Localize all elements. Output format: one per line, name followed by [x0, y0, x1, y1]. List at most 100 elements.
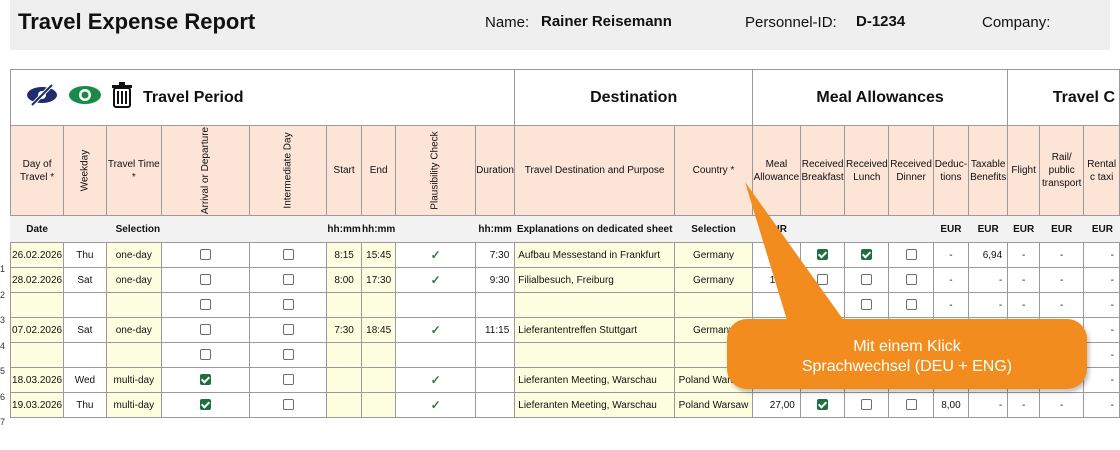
rail-cell: -	[1039, 242, 1085, 268]
day-of-travel-cell[interactable]: 26.02.2026	[10, 242, 65, 268]
travel-time-cell[interactable]	[105, 342, 162, 368]
intermediate-day-checkbox[interactable]	[282, 249, 294, 261]
col-end: End	[360, 125, 397, 216]
intermediate-day-checkbox[interactable]	[282, 299, 294, 311]
arrival-departure-checkbox[interactable]	[200, 349, 212, 361]
travel-time-cell[interactable]: one-day	[105, 242, 162, 268]
received-dinner-checkbox[interactable]	[905, 274, 917, 286]
received-lunch-checkbox[interactable]	[861, 299, 873, 311]
table-row: 28.02.2026 Sat one-day 8:00 17:30 ✓ 9:30 Filial…	[10, 267, 1120, 293]
unit-date: Date	[10, 215, 65, 243]
received-dinner-checkbox[interactable]	[905, 249, 917, 261]
col-weekday: Weekday	[63, 125, 107, 216]
intermediate-day-cell	[249, 292, 328, 318]
day-of-travel-cell[interactable]: 07.02.2026	[10, 317, 65, 343]
destination-purpose-cell[interactable]: Aufbau Messestand in Frankfurt	[514, 242, 675, 268]
start-time-cell[interactable]	[326, 392, 362, 418]
taxable-benefits-cell: 6,94	[968, 242, 1009, 268]
start-time-cell[interactable]: 8:00	[326, 267, 362, 293]
rail-cell: -	[1039, 392, 1085, 418]
day-of-travel-cell[interactable]	[10, 342, 65, 368]
col-taxable-benefits: Taxable Benefits	[968, 125, 1009, 216]
destination-purpose-cell[interactable]	[514, 342, 675, 368]
expense-sheet: Travel Period Destination Meal Allowance…	[10, 69, 1120, 450]
col-rental: Rental c taxi	[1083, 125, 1120, 216]
received-dinner-checkbox[interactable]	[905, 399, 917, 411]
end-time-cell[interactable]: 18:45	[360, 317, 397, 343]
received-dinner-checkbox[interactable]	[905, 299, 917, 311]
arrival-departure-checkbox[interactable]	[200, 324, 212, 336]
rental-cell: -	[1083, 342, 1120, 368]
end-time-cell[interactable]: 15:45	[360, 242, 397, 268]
rail-cell: -	[1039, 267, 1085, 293]
row-number: 6	[0, 391, 6, 402]
eye-hidden-icon[interactable]	[25, 83, 59, 112]
end-time-cell[interactable]	[360, 392, 397, 418]
end-time-cell[interactable]	[360, 367, 397, 393]
intermediate-day-checkbox[interactable]	[282, 399, 294, 411]
plausibility-check-cell: ✓	[395, 242, 476, 268]
start-time-cell[interactable]: 8:15	[326, 242, 362, 268]
arrival-departure-checkbox[interactable]	[200, 249, 212, 261]
duration-cell: 7:30	[474, 242, 516, 268]
deductions-cell: -	[932, 267, 970, 293]
unit-eur: EUR	[932, 215, 970, 243]
arrival-departure-cell	[160, 342, 251, 368]
name-value[interactable]: Rainer Reisemann	[541, 13, 672, 30]
destination-purpose-cell[interactable]: Lieferanten Meeting, Warschau	[514, 392, 675, 418]
meal-allowance-cell: 27,00	[752, 392, 801, 418]
destination-purpose-cell[interactable]	[514, 292, 675, 318]
destination-purpose-cell[interactable]: Lieferantentreffen Stuttgart	[514, 317, 675, 343]
weekday-cell: Thu	[63, 242, 107, 268]
personnel-id-value[interactable]: D-1234	[856, 13, 906, 30]
received-lunch-checkbox[interactable]	[861, 274, 873, 286]
received-breakfast-cell	[799, 392, 846, 418]
intermediate-day-checkbox[interactable]	[282, 324, 294, 336]
plausibility-check-cell	[395, 292, 476, 318]
day-of-travel-cell[interactable]: 28.02.2026	[10, 267, 65, 293]
flight-cell: -	[1007, 392, 1041, 418]
country-cell[interactable]	[673, 292, 754, 318]
received-breakfast-checkbox[interactable]	[817, 274, 829, 286]
received-breakfast-checkbox[interactable]	[817, 399, 829, 411]
unit-explanations: Explanations on dedicated sheet	[514, 215, 675, 243]
intermediate-day-checkbox[interactable]	[282, 274, 294, 286]
weekday-cell: Wed	[63, 367, 107, 393]
country-cell[interactable]: Poland Warsaw	[673, 392, 754, 418]
travel-time-cell[interactable]	[105, 292, 162, 318]
arrival-departure-cell	[160, 292, 251, 318]
rental-cell: -	[1083, 317, 1120, 343]
end-time-cell[interactable]	[360, 342, 397, 368]
intermediate-day-checkbox[interactable]	[282, 349, 294, 361]
received-breakfast-checkbox[interactable]	[817, 249, 829, 261]
col-intermediate-day: Intermediate Day	[249, 125, 328, 216]
page-title: Travel Expense Report	[18, 9, 256, 34]
arrival-departure-checkbox[interactable]	[200, 274, 212, 286]
arrival-departure-checkbox[interactable]	[200, 374, 212, 386]
received-lunch-cell	[844, 392, 890, 418]
row-number: 7	[0, 417, 6, 427]
received-lunch-cell	[844, 292, 890, 318]
country-cell[interactable]: Germany	[673, 267, 754, 293]
travel-time-cell[interactable]: multi-day	[105, 392, 162, 418]
destination-group-title: Destination	[514, 69, 754, 126]
arrival-departure-checkbox[interactable]	[200, 399, 212, 411]
received-lunch-checkbox[interactable]	[861, 399, 873, 411]
received-lunch-checkbox[interactable]	[861, 249, 873, 261]
trash-icon[interactable]	[111, 81, 133, 114]
deductions-cell: -	[932, 242, 970, 268]
day-of-travel-cell[interactable]: 19.03.2026	[10, 392, 65, 418]
eye-icon[interactable]	[67, 83, 103, 112]
arrival-departure-cell	[160, 242, 251, 268]
arrival-departure-cell	[160, 367, 251, 393]
start-time-cell[interactable]	[326, 342, 362, 368]
intermediate-day-checkbox[interactable]	[282, 374, 294, 386]
table-row: 19.03.2026 Thu multi-day ✓ Lieferanten Meeti…	[10, 392, 1120, 418]
rental-cell: -	[1083, 292, 1120, 318]
unit-eur: EUR	[968, 215, 1009, 243]
meal-allowances-group-title: Meal Allowances	[752, 69, 1009, 126]
day-of-travel-cell[interactable]	[10, 292, 65, 318]
start-time-cell[interactable]: 7:30	[326, 317, 362, 343]
arrival-departure-checkbox[interactable]	[200, 299, 212, 311]
